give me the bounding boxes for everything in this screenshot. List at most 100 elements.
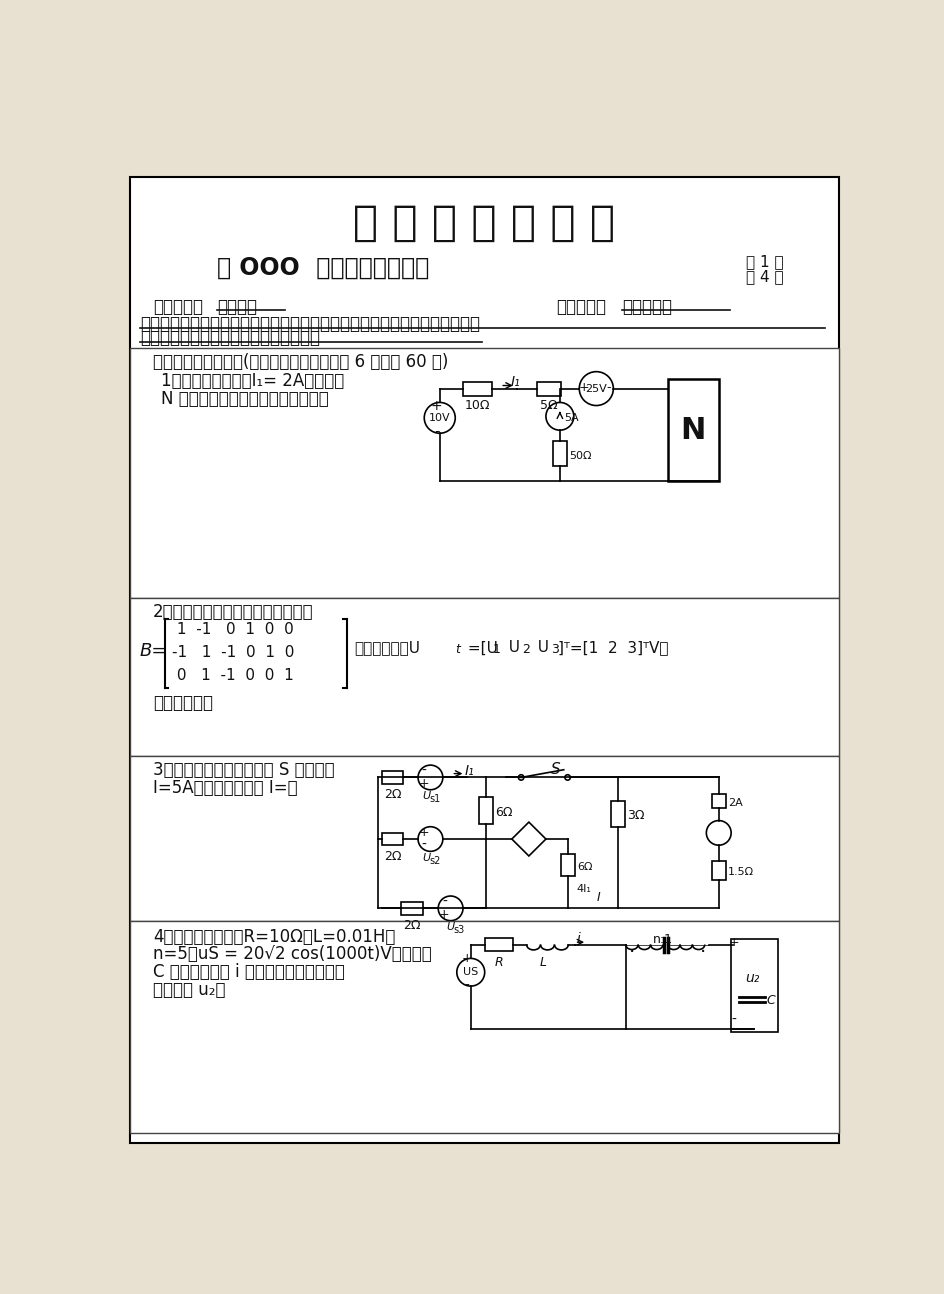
Bar xyxy=(731,939,777,1031)
Text: 4I₁: 4I₁ xyxy=(577,884,591,894)
Text: t: t xyxy=(455,643,460,656)
Bar xyxy=(381,833,403,845)
Text: 0   1  -1  0  0  1: 0 1 -1 0 0 1 xyxy=(172,668,294,683)
Text: ·: · xyxy=(700,943,705,961)
Text: 求连支电压。: 求连支电压。 xyxy=(153,695,212,712)
Text: 控制理论与: 控制理论与 xyxy=(621,298,671,316)
Text: 控制工程、导航制导与控制、电机与电器、电力系统及其自动化、电力电子与: 控制工程、导航制导与控制、电机与电器、电力系统及其自动化、电力电子与 xyxy=(140,314,480,333)
Text: 2A: 2A xyxy=(727,798,742,807)
Circle shape xyxy=(417,827,443,851)
Text: 报考专业：: 报考专业： xyxy=(555,298,605,316)
Text: -: - xyxy=(421,839,427,853)
Text: 哈 尔 滨 工 业 大 学: 哈 尔 滨 工 业 大 学 xyxy=(352,202,615,243)
Text: 10V: 10V xyxy=(429,413,450,423)
Bar xyxy=(552,441,566,466)
Text: 2Ω: 2Ω xyxy=(383,850,401,863)
Text: 5Ω: 5Ω xyxy=(540,400,557,413)
Text: 1、图示电路，已知I₁= 2A。求网络: 1、图示电路，已知I₁= 2A。求网络 xyxy=(160,373,344,391)
Text: N: N xyxy=(680,415,705,445)
Text: s3: s3 xyxy=(452,925,464,936)
Text: US: US xyxy=(463,967,478,977)
Bar xyxy=(129,598,838,756)
Text: n:1: n:1 xyxy=(652,933,672,946)
Text: U: U xyxy=(422,853,430,863)
Text: 25V: 25V xyxy=(584,383,607,393)
Bar xyxy=(400,902,422,915)
Text: ·: · xyxy=(628,943,634,961)
Bar xyxy=(711,795,725,809)
Text: -: - xyxy=(433,424,439,439)
Text: ，树支电压为U: ，树支电压为U xyxy=(354,641,420,655)
Text: U: U xyxy=(528,641,548,655)
Bar xyxy=(381,771,403,784)
Text: ]ᵀ=[1  2  3]ᵀV。: ]ᵀ=[1 2 3]ᵀV。 xyxy=(557,641,667,655)
Text: R: R xyxy=(494,956,502,969)
Circle shape xyxy=(456,959,484,986)
Polygon shape xyxy=(512,822,546,855)
Text: +: + xyxy=(418,778,430,791)
Text: 2Ω: 2Ω xyxy=(383,788,401,801)
Text: +: + xyxy=(439,908,449,921)
Text: +: + xyxy=(418,827,430,840)
Text: 第 1 页: 第 1 页 xyxy=(745,254,783,269)
Text: 电气传动、电工理论与新技术、企业管理: 电气传动、电工理论与新技术、企业管理 xyxy=(140,329,319,347)
Text: s2: s2 xyxy=(430,855,441,866)
Text: 5A: 5A xyxy=(564,413,578,423)
Text: 共 4 页: 共 4 页 xyxy=(745,269,783,285)
Text: 1  -1   0  1  0  0: 1 -1 0 1 0 0 xyxy=(172,622,294,637)
Text: +: + xyxy=(578,380,589,393)
Bar xyxy=(560,854,574,876)
Text: n=5，uS = 20√2 cos(1000t)V。求电容: n=5，uS = 20√2 cos(1000t)V。求电容 xyxy=(153,946,431,963)
Text: 3Ω: 3Ω xyxy=(627,810,644,823)
Text: 10Ω: 10Ω xyxy=(464,400,490,413)
Text: 2: 2 xyxy=(521,643,530,656)
Text: 50Ω: 50Ω xyxy=(568,452,591,462)
Circle shape xyxy=(565,775,570,780)
Text: 1: 1 xyxy=(492,643,499,656)
Text: 4、图示电路，已知R=10Ω，L=0.01H，: 4、图示电路，已知R=10Ω，L=0.01H， xyxy=(153,928,395,946)
Text: C 为何值时电流 i 的有效值最大？并求此: C 为何值时电流 i 的有效值最大？并求此 xyxy=(153,963,345,981)
Text: U: U xyxy=(446,923,454,932)
Circle shape xyxy=(705,820,731,845)
Circle shape xyxy=(424,402,455,433)
Text: +: + xyxy=(430,399,442,413)
Text: +: + xyxy=(461,952,472,965)
Bar xyxy=(484,938,512,951)
Circle shape xyxy=(518,775,523,780)
Circle shape xyxy=(417,765,443,789)
Text: 3、图示电路，已知当开关 S 断开时，: 3、图示电路，已知当开关 S 断开时， xyxy=(153,761,334,779)
Text: 电路基础: 电路基础 xyxy=(217,298,257,316)
Text: -: - xyxy=(421,765,427,778)
Text: 6Ω: 6Ω xyxy=(577,862,592,872)
Circle shape xyxy=(579,371,613,405)
Bar xyxy=(479,797,493,824)
Circle shape xyxy=(546,402,573,430)
Text: L: L xyxy=(540,956,547,969)
Text: -1   1  -1  0  1  0: -1 1 -1 0 1 0 xyxy=(172,644,295,660)
Bar xyxy=(129,756,838,921)
Text: U: U xyxy=(498,641,519,655)
Text: 一、完成下列各小题(所有考生必做，每小题 6 分，共 60 分): 一、完成下列各小题(所有考生必做，每小题 6 分，共 60 分) xyxy=(153,353,447,371)
Bar xyxy=(711,861,725,880)
Text: I₁: I₁ xyxy=(464,763,474,778)
Text: u₂: u₂ xyxy=(744,972,758,986)
Text: -: - xyxy=(606,380,611,393)
Bar xyxy=(611,801,624,827)
Bar xyxy=(129,921,838,1134)
Text: N 吸收的功率及电流源发出的功率。: N 吸收的功率及电流源发出的功率。 xyxy=(160,389,329,408)
Bar xyxy=(667,379,718,481)
Text: i: i xyxy=(576,932,580,946)
Text: 考试科目：: 考试科目： xyxy=(153,298,203,316)
Text: 2、设某网络线图的基本回路矩阵为: 2、设某网络线图的基本回路矩阵为 xyxy=(153,603,313,621)
Text: S: S xyxy=(550,762,560,776)
Circle shape xyxy=(438,895,463,920)
Text: +: + xyxy=(728,937,739,950)
Text: I: I xyxy=(597,892,600,905)
Text: 6Ω: 6Ω xyxy=(495,806,513,819)
Bar xyxy=(463,382,492,396)
Text: -: - xyxy=(731,1013,736,1027)
Text: I₁: I₁ xyxy=(511,375,520,388)
Text: 二 OOO  年研究生考试试题: 二 OOO 年研究生考试试题 xyxy=(217,255,430,280)
Text: B=: B= xyxy=(140,642,167,660)
Text: =[U: =[U xyxy=(463,641,497,655)
